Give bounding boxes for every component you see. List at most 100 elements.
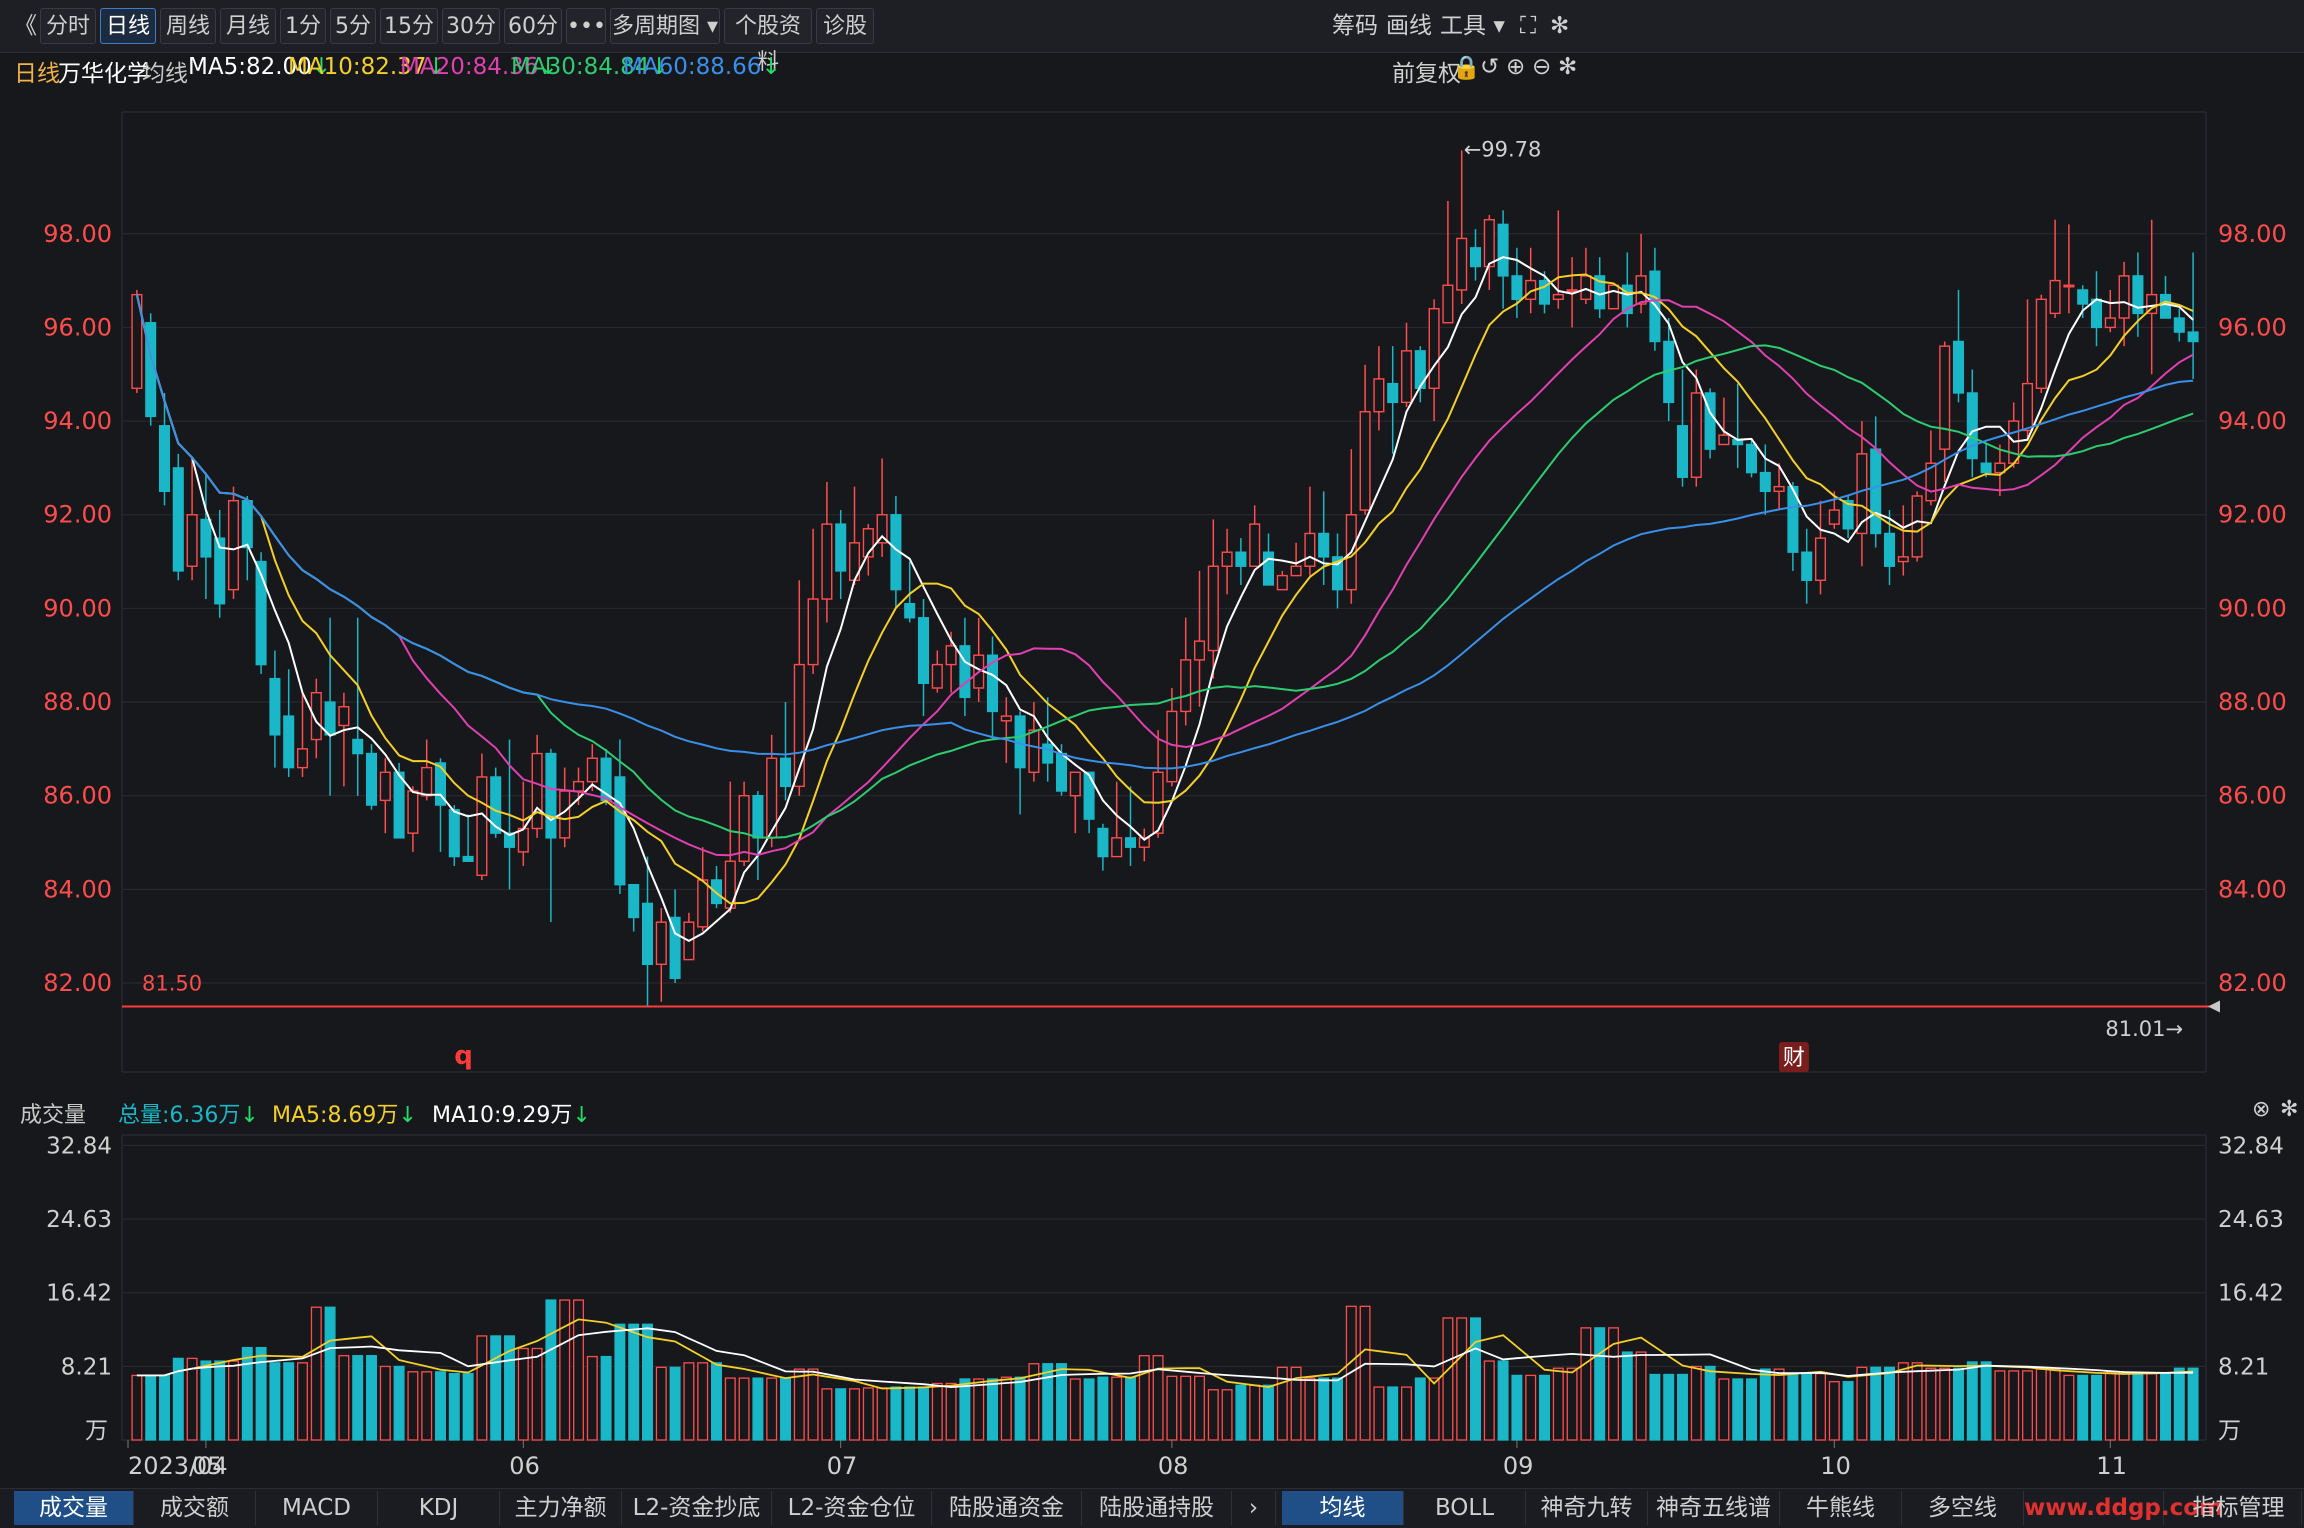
y-tick-label-left: 94.00 [43, 407, 112, 435]
period-tab-5min[interactable]: 5分 [330, 8, 376, 44]
volume-bar [918, 1386, 929, 1441]
financial-report-marker [1778, 1042, 1809, 1072]
volume-bar [517, 1347, 529, 1441]
candle-body [1469, 247, 1482, 268]
back-icon[interactable]: 《 [14, 13, 37, 39]
settings-icon[interactable]: ✻ [1558, 54, 1578, 80]
stock-info-button[interactable]: 个股资料 [724, 8, 812, 75]
volume-bar [1511, 1374, 1523, 1441]
volume-bar [1414, 1377, 1426, 1441]
candle-body [1180, 659, 1192, 713]
volume-bar [1428, 1377, 1440, 1441]
volume-bar [504, 1335, 515, 1441]
tab-main-net[interactable]: 主力净额 [500, 1491, 622, 1525]
volume-bar [1704, 1365, 1716, 1441]
tab-l2-bottom[interactable]: L2-资金抄底 [622, 1491, 772, 1525]
multi-period-dropdown[interactable]: 多周期图 ▾ [610, 8, 720, 44]
tab-ma[interactable]: 均线 [1282, 1491, 1404, 1525]
tab-long-short[interactable]: 多空线 [1902, 1491, 2024, 1525]
volume-bar [421, 1371, 433, 1441]
tab-indicator-manage[interactable]: 指标管理 [2176, 1491, 2302, 1525]
period-tab-60min[interactable]: 60分 [504, 8, 562, 44]
period-tab-monthly[interactable]: 月线 [220, 8, 276, 44]
y-tick-label-left: 98.00 [43, 220, 112, 248]
candle-body [2035, 298, 2047, 389]
volume-bar [283, 1362, 295, 1441]
volume-bar [862, 1387, 874, 1441]
undo-icon[interactable]: ↺ [1480, 54, 1500, 80]
volume-bar [1635, 1351, 1647, 1441]
y-tick-label-left: 92.00 [43, 501, 112, 529]
volume-bar [586, 1355, 598, 1441]
volume-bar [1194, 1375, 1205, 1441]
candle-body [2049, 279, 2061, 315]
volume-bar [1152, 1355, 1164, 1441]
volume-unit-left: 万 [85, 1418, 108, 1444]
candle-body [434, 762, 447, 806]
tab-macd[interactable]: MACD [256, 1491, 378, 1525]
chips-button[interactable]: 筹码 [1332, 13, 1378, 39]
chevron-down-icon: ▾ [1493, 13, 1505, 39]
period-tab-30min[interactable]: 30分 [442, 8, 500, 44]
candle-body [628, 883, 640, 919]
candle-body [1690, 392, 1702, 478]
tab-bull-bear[interactable]: 牛熊线 [1780, 1491, 1902, 1525]
volume-unit-right: 万 [2218, 1418, 2241, 1444]
volume-bar [338, 1355, 350, 1441]
diagnose-button[interactable]: 诊股 [816, 8, 874, 44]
tab-turnover[interactable]: 成交额 [134, 1491, 256, 1525]
volume-bar [904, 1386, 916, 1441]
volume-bar [1911, 1362, 1923, 1441]
candle-body [1373, 378, 1385, 413]
tab-magic-five[interactable]: 神奇五线谱 [1648, 1491, 1780, 1525]
close-icon[interactable]: ⊗ [2252, 1097, 2271, 1122]
volume-tick-right: 24.63 [2218, 1207, 2284, 1233]
multi-period-label: 多周期图 [611, 14, 700, 39]
period-tab-weekly[interactable]: 周线 [160, 8, 216, 44]
period-tab-daily[interactable]: 日线 [100, 8, 156, 44]
candle-body [1952, 340, 1965, 394]
ma-label[interactable]: 均线 [142, 61, 188, 87]
volume-bar [1304, 1377, 1316, 1441]
volume-bar [255, 1346, 267, 1441]
volume-bar [297, 1362, 308, 1441]
x-tick-label: 07 [827, 1452, 858, 1480]
tab-l2-position[interactable]: L2-资金仓位 [772, 1491, 932, 1525]
ma10-line [135, 273, 2194, 905]
volume-bar [1690, 1365, 1702, 1441]
tab-volume[interactable]: 成交量 [14, 1491, 134, 1525]
settings-icon[interactable]: ✻ [2280, 1097, 2299, 1122]
zoom-out-icon[interactable]: ⊖ [1532, 54, 1552, 80]
candle-body [876, 514, 888, 544]
fullscreen-icon[interactable]: ⛶ [1520, 13, 1537, 39]
volume-bar [1207, 1389, 1219, 1441]
tab-kdj[interactable]: KDJ [378, 1491, 500, 1525]
period-tab-fenshi[interactable]: 分时 [40, 8, 96, 44]
tab-boll[interactable]: BOLL [1404, 1491, 1526, 1525]
more-button[interactable]: ••• [566, 8, 606, 44]
tab-magic-nine[interactable]: 神奇九转 [1526, 1491, 1648, 1525]
lock-icon[interactable]: 🔒 [1452, 55, 1481, 81]
draw-line-button[interactable]: 画线 [1386, 13, 1432, 39]
tab-hk-holding[interactable]: 陆股通持股 [1082, 1491, 1232, 1525]
candle-body [586, 757, 598, 783]
volume-bar [973, 1378, 985, 1441]
settings-icon[interactable]: ✻ [1550, 13, 1570, 39]
chevron-down-icon: ▾ [706, 14, 719, 39]
y-tick-label-right: 86.00 [2218, 782, 2287, 810]
candle-body [1249, 523, 1261, 567]
tab-hk-flow[interactable]: 陆股通资金 [932, 1491, 1082, 1525]
adjust-dropdown[interactable]: 前复权 [1392, 61, 1461, 87]
chevron-right-icon[interactable]: › [1232, 1491, 1276, 1525]
volume-bar [669, 1366, 681, 1441]
period-tab-1min[interactable]: 1分 [280, 8, 326, 44]
volume-bar [573, 1299, 584, 1441]
tools-dropdown[interactable]: 工具 ▾ [1440, 8, 1505, 44]
zoom-in-icon[interactable]: ⊕ [1506, 54, 1526, 80]
stock-name: 万华化学 [58, 61, 150, 87]
period-tab-15min[interactable]: 15分 [380, 8, 438, 44]
volume-bar [2077, 1374, 2089, 1441]
volume-bar [310, 1306, 322, 1441]
candle-body [1262, 551, 1275, 586]
